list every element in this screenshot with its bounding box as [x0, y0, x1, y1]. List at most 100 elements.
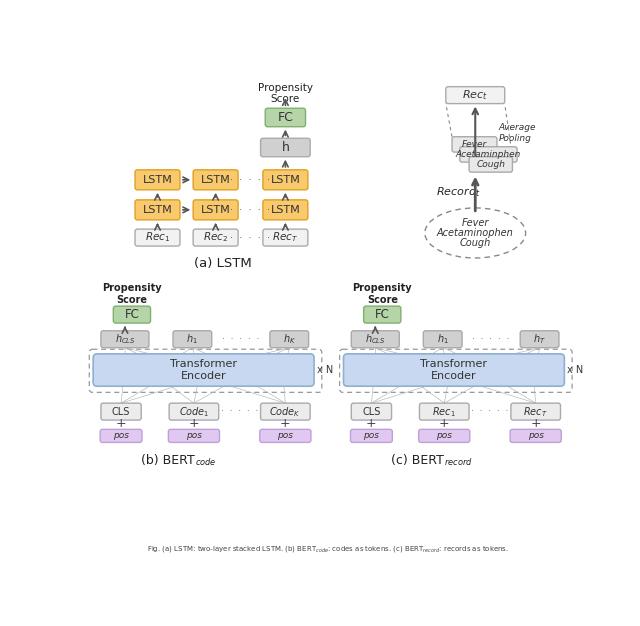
- Text: $Record_t$: $Record_t$: [436, 185, 481, 199]
- FancyBboxPatch shape: [260, 403, 310, 420]
- FancyBboxPatch shape: [452, 136, 497, 152]
- FancyBboxPatch shape: [511, 403, 561, 420]
- Text: ·  ·  ·  ·  ·: · · · · ·: [221, 407, 259, 416]
- Text: $h_1$: $h_1$: [186, 332, 198, 346]
- Text: Fever: Fever: [462, 140, 487, 149]
- FancyBboxPatch shape: [168, 429, 220, 443]
- FancyBboxPatch shape: [510, 429, 561, 443]
- Text: LSTM: LSTM: [201, 205, 230, 215]
- Text: ·  ·  ·  ·  ·: · · · · ·: [471, 407, 509, 416]
- FancyBboxPatch shape: [351, 403, 392, 420]
- Text: $Rec_T$: $Rec_T$: [272, 231, 298, 245]
- FancyBboxPatch shape: [260, 429, 311, 443]
- Text: $h_{CLS}$: $h_{CLS}$: [365, 332, 386, 346]
- FancyBboxPatch shape: [93, 354, 314, 386]
- FancyBboxPatch shape: [344, 354, 564, 386]
- FancyBboxPatch shape: [169, 403, 219, 420]
- Text: LSTM: LSTM: [271, 175, 300, 185]
- FancyBboxPatch shape: [135, 200, 180, 220]
- Text: x N: x N: [567, 365, 583, 375]
- Text: $_{record}$: $_{record}$: [444, 454, 473, 466]
- Text: pos: pos: [186, 431, 202, 440]
- Text: pos: pos: [528, 431, 544, 440]
- Text: h: h: [282, 141, 289, 154]
- Text: (c) BERT: (c) BERT: [392, 454, 444, 466]
- Text: (a) LSTM: (a) LSTM: [195, 257, 252, 270]
- FancyBboxPatch shape: [101, 331, 149, 347]
- FancyBboxPatch shape: [446, 86, 505, 104]
- Text: Propensity
Score: Propensity Score: [258, 83, 313, 105]
- Text: LSTM: LSTM: [271, 205, 300, 215]
- Text: Acetaminophen: Acetaminophen: [437, 228, 514, 238]
- FancyBboxPatch shape: [265, 108, 305, 126]
- Text: Fig. (a) LSTM: two-layer stacked LSTM. (b) BERT$_{code}$: codes as tokens. (c) B: Fig. (a) LSTM: two-layer stacked LSTM. (…: [147, 545, 509, 555]
- FancyBboxPatch shape: [419, 429, 470, 443]
- Text: Transformer
Encoder: Transformer Encoder: [170, 359, 237, 381]
- Text: $h_K$: $h_K$: [283, 332, 296, 346]
- Text: pos: pos: [436, 431, 452, 440]
- Text: Average
Pooling: Average Pooling: [499, 123, 536, 143]
- Text: Transformer
Encoder: Transformer Encoder: [420, 359, 488, 381]
- Text: ·  ·  ·  ·  ·: · · · · ·: [230, 175, 271, 185]
- Text: +: +: [189, 418, 199, 431]
- FancyBboxPatch shape: [135, 170, 180, 190]
- Text: ·  ·  ·  ·  ·: · · · · ·: [230, 233, 271, 243]
- Text: FC: FC: [375, 308, 390, 321]
- Text: +: +: [280, 418, 291, 431]
- Text: pos: pos: [277, 431, 293, 440]
- FancyBboxPatch shape: [270, 331, 308, 347]
- FancyBboxPatch shape: [260, 138, 310, 156]
- FancyBboxPatch shape: [351, 429, 392, 443]
- FancyBboxPatch shape: [100, 429, 142, 443]
- Text: FC: FC: [277, 111, 293, 124]
- FancyBboxPatch shape: [113, 306, 150, 323]
- FancyBboxPatch shape: [520, 331, 559, 347]
- Text: $Code_1$: $Code_1$: [179, 405, 209, 419]
- Text: +: +: [366, 418, 377, 431]
- Text: ·  ·  ·  ·  ·: · · · · ·: [472, 335, 510, 344]
- Text: CLS: CLS: [112, 407, 131, 417]
- Text: LSTM: LSTM: [143, 205, 172, 215]
- FancyBboxPatch shape: [263, 170, 308, 190]
- Text: Propensity
Score: Propensity Score: [102, 283, 162, 305]
- Text: ·  ·  ·  ·  ·: · · · · ·: [222, 335, 259, 344]
- Text: +: +: [531, 418, 541, 431]
- Text: LSTM: LSTM: [201, 175, 230, 185]
- FancyBboxPatch shape: [263, 229, 308, 246]
- FancyBboxPatch shape: [173, 331, 212, 347]
- Text: $Rec_1$: $Rec_1$: [433, 405, 456, 419]
- Ellipse shape: [425, 208, 525, 258]
- Text: pos: pos: [364, 431, 380, 440]
- Text: $Rec_t$: $Rec_t$: [462, 88, 488, 102]
- FancyBboxPatch shape: [193, 229, 238, 246]
- Text: $h_T$: $h_T$: [533, 332, 546, 346]
- Text: $Rec_2$: $Rec_2$: [203, 231, 228, 245]
- Text: Propensity
Score: Propensity Score: [353, 283, 412, 305]
- Text: CLS: CLS: [362, 407, 381, 417]
- FancyBboxPatch shape: [469, 156, 513, 172]
- Text: Acetaminphen: Acetaminphen: [456, 150, 521, 159]
- Text: $Rec_T$: $Rec_T$: [524, 405, 548, 419]
- FancyBboxPatch shape: [263, 200, 308, 220]
- FancyBboxPatch shape: [193, 170, 238, 190]
- FancyBboxPatch shape: [460, 146, 517, 162]
- FancyBboxPatch shape: [135, 229, 180, 246]
- Text: pos: pos: [113, 431, 129, 440]
- Text: $_{code}$: $_{code}$: [195, 454, 216, 466]
- Text: $h_1$: $h_1$: [437, 332, 449, 346]
- Text: Fever: Fever: [461, 218, 489, 228]
- Text: +: +: [439, 418, 449, 431]
- FancyBboxPatch shape: [423, 331, 462, 347]
- Text: ·  ·  ·  ·  ·: · · · · ·: [230, 205, 271, 215]
- Text: $Rec_1$: $Rec_1$: [145, 231, 170, 245]
- Text: $h_{CLS}$: $h_{CLS}$: [115, 332, 136, 346]
- Text: (b) BERT: (b) BERT: [141, 454, 195, 466]
- FancyBboxPatch shape: [351, 331, 399, 347]
- Text: FC: FC: [125, 308, 140, 321]
- FancyBboxPatch shape: [364, 306, 401, 323]
- FancyBboxPatch shape: [193, 200, 238, 220]
- Text: LSTM: LSTM: [143, 175, 172, 185]
- Text: Cough: Cough: [476, 160, 505, 169]
- Text: $Code_K$: $Code_K$: [269, 405, 301, 419]
- Text: x N: x N: [317, 365, 333, 375]
